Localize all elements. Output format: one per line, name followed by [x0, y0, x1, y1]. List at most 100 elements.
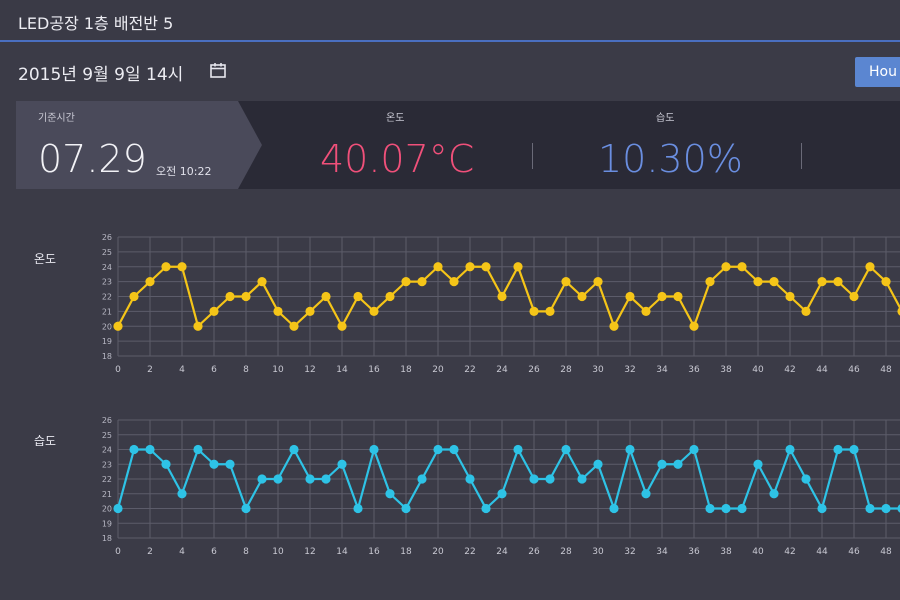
data-point [657, 291, 667, 302]
data-point [481, 262, 491, 272]
x-tick-label: 46 [848, 547, 860, 557]
y-tick-label: 24 [102, 446, 112, 455]
x-tick-label: 10 [272, 365, 284, 375]
data-point [897, 307, 900, 316]
data-point [833, 277, 843, 287]
x-tick-label: 36 [688, 547, 700, 557]
data-point [897, 504, 900, 513]
data-point [129, 291, 139, 302]
data-point [305, 306, 315, 316]
data-point [385, 291, 395, 302]
data-point [449, 444, 459, 455]
data-point [865, 503, 875, 514]
divider [801, 143, 802, 169]
x-tick-label: 16 [368, 547, 380, 557]
data-point [705, 503, 715, 514]
data-point [769, 489, 779, 499]
data-point [337, 459, 347, 469]
data-point [321, 474, 331, 484]
x-tick-label: 20 [432, 547, 444, 557]
x-tick-label: 46 [848, 365, 860, 375]
x-tick-label: 38 [720, 365, 732, 375]
data-point [257, 277, 267, 287]
data-point [529, 306, 539, 316]
hour-button[interactable]: Hou [855, 57, 900, 87]
data-point [161, 262, 171, 272]
data-point [385, 489, 395, 499]
x-tick-label: 20 [432, 365, 444, 375]
data-point [625, 444, 635, 455]
temperature-value: 40.07°C [320, 137, 475, 181]
data-point [273, 474, 283, 484]
y-tick-label: 26 [102, 233, 112, 242]
x-tick-label: 42 [784, 547, 795, 557]
x-tick-label: 32 [624, 365, 635, 375]
x-tick-label: 4 [179, 547, 185, 557]
data-point [465, 474, 475, 484]
x-tick-label: 0 [115, 547, 121, 557]
x-tick-label: 18 [400, 547, 412, 557]
y-tick-label: 20 [102, 322, 112, 331]
data-point [657, 459, 667, 469]
data-point [369, 444, 379, 455]
data-point [801, 474, 811, 484]
data-point [577, 291, 587, 302]
data-point [225, 459, 235, 469]
y-tick-label: 25 [102, 248, 112, 257]
data-point [417, 474, 427, 484]
data-point [161, 459, 171, 469]
data-point [337, 321, 347, 331]
x-tick-label: 44 [816, 365, 828, 375]
data-point [737, 262, 747, 272]
y-tick-label: 23 [102, 278, 112, 287]
data-point [513, 444, 523, 455]
x-tick-label: 26 [528, 547, 540, 557]
data-point [593, 277, 603, 287]
data-point [721, 503, 731, 514]
data-point [145, 444, 155, 455]
x-tick-label: 44 [816, 547, 828, 557]
x-tick-label: 24 [496, 365, 508, 375]
x-tick-label: 8 [243, 547, 249, 557]
x-tick-label: 28 [560, 547, 572, 557]
data-point [113, 321, 123, 331]
x-tick-label: 40 [752, 547, 764, 557]
x-tick-label: 18 [400, 365, 412, 375]
base-time-panel [16, 101, 262, 189]
x-tick-label: 2 [147, 547, 153, 557]
title-bar: LED공장 1층 배전반 5 [0, 0, 900, 42]
data-point [545, 474, 555, 484]
x-tick-label: 42 [784, 365, 795, 375]
data-point [417, 277, 427, 287]
data-point [433, 444, 443, 455]
x-tick-label: 40 [752, 365, 764, 375]
data-point [769, 277, 779, 287]
data-point [545, 306, 555, 316]
y-tick-label: 19 [102, 519, 112, 528]
y-tick-label: 22 [102, 293, 112, 302]
x-tick-label: 36 [688, 365, 700, 375]
calendar-icon[interactable] [209, 61, 227, 79]
data-point [401, 277, 411, 287]
data-point [817, 277, 827, 287]
y-tick-label: 24 [102, 263, 112, 272]
data-point [817, 503, 827, 514]
data-point [785, 291, 795, 302]
data-point [433, 262, 443, 272]
data-point [753, 459, 763, 469]
data-point [689, 321, 699, 331]
x-tick-label: 4 [179, 365, 185, 375]
data-point [241, 291, 251, 302]
data-point [849, 291, 859, 302]
data-point [401, 503, 411, 514]
data-point [241, 503, 251, 514]
y-tick-label: 21 [102, 307, 112, 316]
data-point [321, 291, 331, 302]
x-tick-label: 12 [304, 365, 315, 375]
y-tick-label: 20 [102, 505, 112, 514]
divider [532, 143, 533, 169]
data-point [289, 321, 299, 331]
data-point [561, 277, 571, 287]
data-point [881, 277, 891, 287]
data-point [369, 306, 379, 316]
